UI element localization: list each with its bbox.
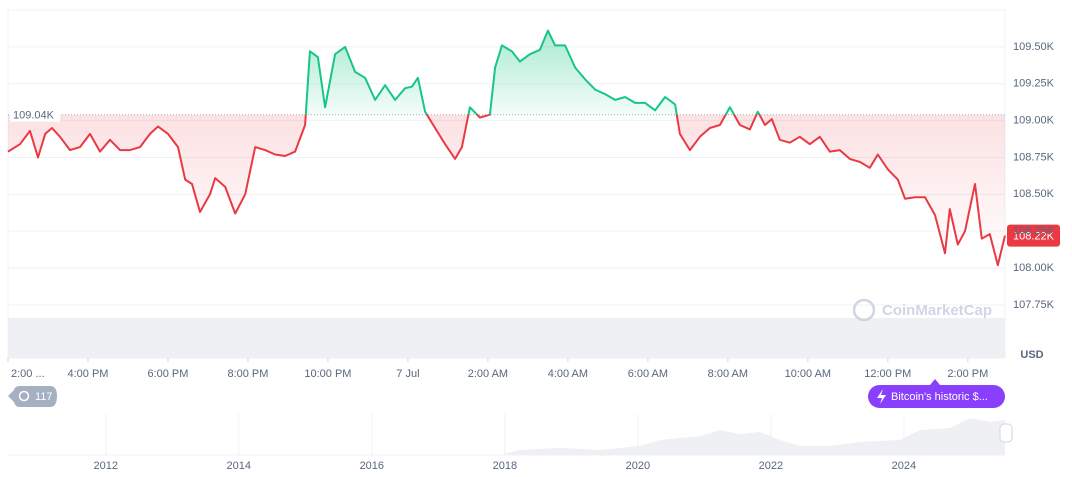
y-tick-label: 109.00K xyxy=(1013,114,1055,126)
navigator-year-label: 2018 xyxy=(493,460,517,472)
y-tick-label: 109.50K xyxy=(1013,41,1055,53)
x-tick-label: 4:00 PM xyxy=(67,368,108,380)
x-tick-label: 7 Jul xyxy=(396,368,419,380)
navigator-year-label: 2014 xyxy=(227,460,251,472)
navigator-year-label: 2022 xyxy=(759,460,783,472)
watermark: CoinMarketCap xyxy=(852,298,992,322)
event-label: Bitcoin's historic $... xyxy=(891,391,988,403)
watermark-text: CoinMarketCap xyxy=(882,302,992,319)
x-tick-label: 10:00 PM xyxy=(304,368,351,380)
x-tick-label: 8:00 AM xyxy=(708,368,748,380)
x-tick-label: 2:00 AM xyxy=(468,368,508,380)
x-tick-label: 6:00 PM xyxy=(147,368,188,380)
y-tick-label: 108.50K xyxy=(1013,188,1055,200)
last-price-label: 108.22K xyxy=(1013,231,1055,243)
navigator-year-label: 2012 xyxy=(94,460,118,472)
navigator-year-label: 2020 xyxy=(626,460,650,472)
area xyxy=(8,30,1005,266)
x-tick-label: 6:00 AM xyxy=(628,368,668,380)
y-tick-label: 108.75K xyxy=(1013,151,1055,163)
price-line xyxy=(7,29,1006,267)
y-tick-label: 108.25K xyxy=(1013,225,1055,237)
event-pill[interactable]: Bitcoin's historic $... xyxy=(868,379,1005,408)
navigator-area xyxy=(500,418,1005,455)
baseline-label: 109.04K xyxy=(13,110,55,122)
y-tick-label: 108.00K xyxy=(1013,262,1055,274)
x-tick-label: 8:00 PM xyxy=(227,368,268,380)
events-badge[interactable]: 117 xyxy=(8,386,57,407)
y-tick-label: 109.25K xyxy=(1013,78,1055,90)
x-tick-label: 4:00 AM xyxy=(548,368,588,380)
x-tick-label: 2:00 PM xyxy=(947,368,988,380)
navigator-handle[interactable] xyxy=(999,423,1013,443)
currency: USD xyxy=(1020,349,1043,361)
x-tick-label: 10:00 AM xyxy=(785,368,831,380)
volume-bars xyxy=(8,318,1005,358)
navigator-year-label: 2016 xyxy=(360,460,384,472)
baseline-label-bg xyxy=(10,106,60,122)
x-tick-label: 2:00 ... xyxy=(11,368,45,380)
x-tick-label: 12:00 PM xyxy=(864,368,911,380)
last-price-tag xyxy=(1007,224,1060,247)
events-count: 117 xyxy=(35,391,53,403)
y-tick-label: 107.75K xyxy=(1013,299,1055,311)
navigator-year-label: 2024 xyxy=(892,460,916,472)
